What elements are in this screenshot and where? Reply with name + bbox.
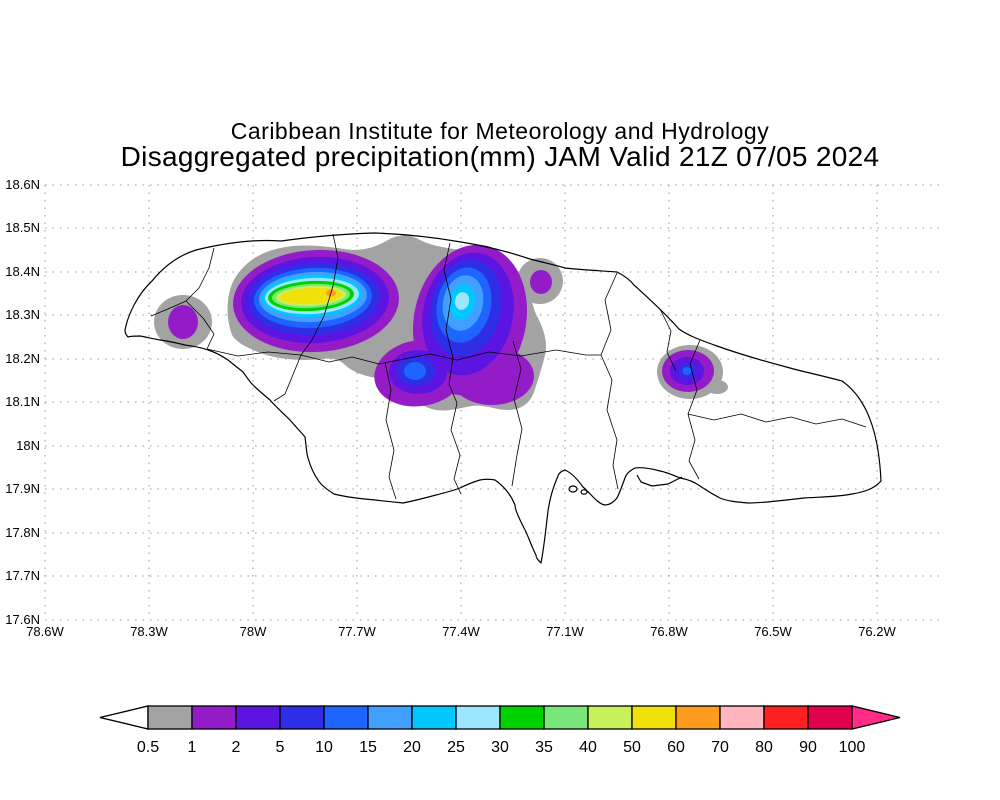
colorbar-tick-label: 30 bbox=[491, 739, 509, 756]
parish-line bbox=[150, 247, 215, 317]
colorbar-tick-label: 40 bbox=[579, 739, 597, 756]
precip-shading bbox=[154, 235, 728, 411]
parish-line bbox=[659, 308, 677, 372]
graticule-grid bbox=[44, 184, 945, 621]
jamaica-coast-outline bbox=[124, 232, 882, 564]
colorbar-tick-label: 25 bbox=[447, 739, 465, 756]
parish-line bbox=[443, 242, 458, 404]
colorbar-labels: 0.5 1 2 5 10 15 20 25 30 35 40 50 60 70 … bbox=[137, 739, 866, 756]
parish-line bbox=[403, 349, 601, 361]
colorbar-tick-label: 5 bbox=[276, 739, 285, 756]
blue-east-core bbox=[682, 367, 692, 375]
colorbar-seg bbox=[763, 705, 809, 730]
colorbar-seg bbox=[675, 705, 721, 730]
colorbar-seg bbox=[279, 705, 325, 730]
colorbar-tick-label: 10 bbox=[315, 739, 333, 756]
colorbar-right-arrow bbox=[851, 705, 901, 730]
product-title: Disaggregated precipitation(mm) JAM Vali… bbox=[120, 141, 880, 172]
lat-tick-label: 18.3N bbox=[5, 307, 40, 322]
lat-tick-label: 17.9N bbox=[5, 481, 40, 496]
lon-tick-label: 76.5W bbox=[754, 624, 792, 639]
colorbar-seg bbox=[411, 705, 457, 730]
colorbar-tick-label: 90 bbox=[799, 739, 817, 756]
colorbar-tick-label: 1 bbox=[188, 739, 197, 756]
parish-line bbox=[185, 300, 215, 350]
parish-line bbox=[206, 348, 302, 357]
colorbar-tick-label: 35 bbox=[535, 739, 553, 756]
parish-line bbox=[600, 272, 618, 356]
parish-line bbox=[687, 413, 700, 480]
colorbar-segments bbox=[147, 705, 853, 730]
parish-line bbox=[273, 354, 302, 402]
colorbar-seg bbox=[455, 705, 501, 730]
lon-tick-label: 77.4W bbox=[442, 624, 480, 639]
colorbar-tick-label: 60 bbox=[667, 739, 685, 756]
colorbar-tick-label: 70 bbox=[711, 739, 729, 756]
parish-line bbox=[384, 361, 397, 500]
parish-line bbox=[450, 402, 462, 495]
colorbar-left-arrow bbox=[99, 705, 149, 730]
lon-tick-label: 77.1W bbox=[546, 624, 584, 639]
lat-tick-label: 18.2N bbox=[5, 351, 40, 366]
parish-line bbox=[300, 233, 339, 356]
lon-tick-label: 76.8W bbox=[650, 624, 688, 639]
colorbar-tick-label: 80 bbox=[755, 739, 773, 756]
lat-tick-label: 18N bbox=[16, 438, 40, 453]
lon-tick-label: 78.6W bbox=[26, 624, 64, 639]
colorbar-tick-label: 2 bbox=[232, 739, 241, 756]
lon-tick-label: 76.2W bbox=[858, 624, 896, 639]
lat-tick-label: 18.5N bbox=[5, 220, 40, 235]
coastline bbox=[124, 232, 882, 564]
lat-tick-label: 17.6N bbox=[5, 612, 40, 627]
colorbar-seg bbox=[323, 705, 369, 730]
goat-island-2 bbox=[580, 489, 588, 495]
parish-line bbox=[600, 354, 619, 490]
colorbar-seg bbox=[367, 705, 413, 730]
lat-tick-label: 17.7N bbox=[5, 568, 40, 583]
lat-tick-label: 17.8N bbox=[5, 525, 40, 540]
lon-tick-label: 77.7W bbox=[338, 624, 376, 639]
gray-east-lobe bbox=[706, 380, 728, 394]
colorbar-seg bbox=[235, 705, 281, 730]
colorbar-seg bbox=[807, 705, 853, 730]
palisadoes-spit bbox=[636, 474, 683, 487]
colorbar-tick-label: 20 bbox=[403, 739, 421, 756]
colorbar-tick-label: 0.5 bbox=[137, 739, 159, 756]
colorbar-tick-label: 100 bbox=[839, 739, 866, 756]
colorbar-seg bbox=[719, 705, 765, 730]
parish-line bbox=[300, 354, 405, 365]
colorbar-seg bbox=[587, 705, 633, 730]
colorbar-seg bbox=[499, 705, 545, 730]
colorbar: 0.5 1 2 5 10 15 20 25 30 35 40 50 60 70 … bbox=[99, 705, 901, 756]
parish-line bbox=[687, 413, 867, 428]
colorbar-seg bbox=[147, 705, 193, 730]
purple-west-spot bbox=[168, 305, 198, 339]
parish-line bbox=[511, 340, 523, 487]
colorbar-tick-label: 15 bbox=[359, 739, 377, 756]
colorbar-seg bbox=[631, 705, 677, 730]
blue-south-lobe bbox=[404, 362, 426, 380]
lon-axis-labels: 78.6W 78.3W 78W 77.7W 77.4W 77.1W 76.8W … bbox=[26, 624, 896, 639]
colorbar-seg bbox=[543, 705, 589, 730]
lat-tick-label: 18.6N bbox=[5, 177, 40, 192]
parish-boundaries bbox=[150, 233, 867, 500]
colorbar-tick-label: 50 bbox=[623, 739, 641, 756]
institute-title: Caribbean Institute for Meteorology and … bbox=[230, 118, 770, 144]
palecyan-central-core bbox=[454, 292, 470, 310]
lat-tick-label: 18.1N bbox=[5, 394, 40, 409]
lat-axis-labels: 18.6N 18.5N 18.4N 18.3N 18.2N 18.1N 18N … bbox=[5, 177, 40, 627]
lon-tick-label: 78.3W bbox=[130, 624, 168, 639]
lon-tick-label: 78W bbox=[240, 624, 267, 639]
lat-tick-label: 18.4N bbox=[5, 264, 40, 279]
colorbar-seg bbox=[191, 705, 237, 730]
purple-north-spot bbox=[530, 270, 552, 294]
parish-line bbox=[687, 339, 701, 415]
goat-island-1 bbox=[568, 485, 578, 493]
